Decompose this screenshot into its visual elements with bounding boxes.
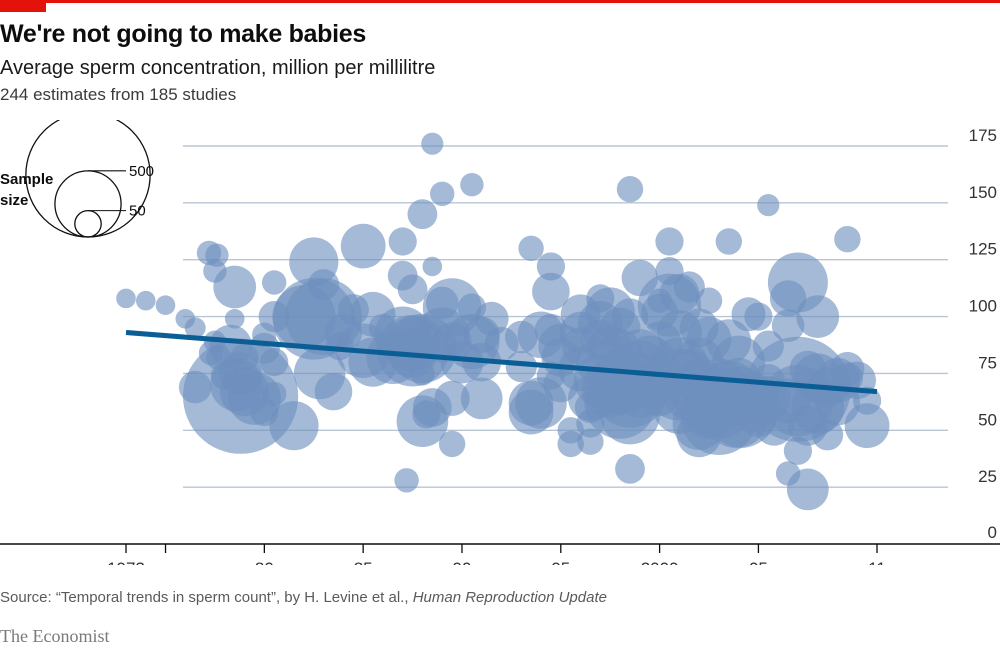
data-point-12 <box>213 265 257 309</box>
data-point-179 <box>796 295 840 338</box>
data-point-60 <box>421 132 444 155</box>
chart-title: We're not going to make babies <box>0 20 366 48</box>
trend-line <box>125 329 878 395</box>
x-tick-label-05: 05 <box>749 559 768 565</box>
data-point-4 <box>184 317 206 339</box>
legend-title-line2: size <box>0 192 28 209</box>
y-tick-label-50: 50 <box>978 410 997 429</box>
data-point-183 <box>812 419 844 451</box>
legend-label-2000: 2,000 <box>129 120 167 122</box>
legend-title-line1: Sample <box>0 171 53 188</box>
data-point-40 <box>340 223 386 269</box>
y-tick-label-175: 175 <box>969 126 997 145</box>
y-tick-label-75: 75 <box>978 353 997 372</box>
source-publication: Human Reproduction Update <box>412 589 607 606</box>
y-axis-labels: 0 25 50 75 100 125 150 175 <box>969 126 997 542</box>
data-point-23 <box>260 348 289 377</box>
y-tick-label-125: 125 <box>969 240 997 259</box>
data-point-122 <box>616 176 644 203</box>
data-point-161 <box>744 302 773 331</box>
data-point-47 <box>388 227 417 256</box>
source-note: Source: “Temporal trends in sperm count”… <box>0 589 607 606</box>
data-point-0 <box>116 288 136 309</box>
data-point-178 <box>786 468 829 511</box>
data-point-80 <box>518 235 544 261</box>
data-point-2 <box>155 295 176 315</box>
data-point-53 <box>407 199 438 230</box>
data-point-61 <box>422 256 443 277</box>
y-tick-label-100: 100 <box>969 297 997 316</box>
sample-size-legend: Sample size 2,000 500 50 <box>0 120 167 238</box>
data-point-36 <box>314 372 353 411</box>
brand-red-tab <box>0 0 46 12</box>
source-text: Source: “Temporal trends in sperm count”… <box>0 589 413 606</box>
data-point-34 <box>308 269 340 301</box>
legend-circle-500 <box>54 170 122 238</box>
chart-note: 244 estimates from 185 studies <box>0 85 237 104</box>
data-point-62 <box>430 181 455 206</box>
data-point-85 <box>532 272 570 311</box>
y-tick-label-25: 25 <box>978 467 997 486</box>
data-point-28 <box>262 270 287 295</box>
data-point-169 <box>771 309 805 342</box>
x-tick-label-95: 95 <box>551 559 570 565</box>
data-point-1 <box>136 290 156 311</box>
data-point-186 <box>834 226 861 253</box>
legend-label-500: 500 <box>129 163 154 180</box>
data-point-79 <box>505 351 537 383</box>
data-point-70 <box>460 173 484 197</box>
data-point-131 <box>655 227 684 256</box>
data-point-54 <box>394 468 419 493</box>
top-accent-line <box>0 0 1000 3</box>
data-point-123 <box>615 454 645 484</box>
legend-label-50: 50 <box>129 203 146 220</box>
data-point-68 <box>438 430 466 458</box>
data-point-101 <box>577 428 604 455</box>
publisher-logo: The Economist <box>0 626 110 646</box>
data-point-154 <box>715 228 742 255</box>
x-tick-label-1973: 1973 <box>107 559 145 565</box>
x-tick-label-2000: 2000 <box>641 559 679 565</box>
x-tick-label-90: 90 <box>453 559 472 565</box>
data-point-55 <box>397 274 428 305</box>
legend-circle-50 <box>74 209 102 238</box>
data-point-166 <box>757 194 780 217</box>
data-point-56 <box>410 361 435 386</box>
scatter-chart: 1973 80 85 90 95 2000 05 11 0 25 50 75 100 125 150 175… <box>0 120 1000 565</box>
data-point-191 <box>844 403 890 449</box>
data-point-148 <box>695 287 723 314</box>
trend-line-group <box>125 329 878 395</box>
chart-subtitle: Average sperm concentration, million per… <box>0 57 436 79</box>
data-points <box>116 132 890 511</box>
data-point-29 <box>269 401 319 451</box>
data-point-67 <box>434 380 470 416</box>
data-point-25 <box>262 381 287 407</box>
x-tick-label-85: 85 <box>354 559 373 565</box>
data-point-13 <box>224 309 245 329</box>
x-axis: 1973 80 85 90 95 2000 05 11 <box>0 543 1000 565</box>
y-tick-label-0: 0 <box>988 523 997 542</box>
data-point-86 <box>536 252 566 281</box>
data-point-140 <box>673 271 705 303</box>
data-point-75 <box>460 377 503 420</box>
y-tick-label-150: 150 <box>969 183 997 202</box>
x-tick-label-80: 80 <box>255 559 274 565</box>
x-tick-label-11: 11 <box>868 559 886 565</box>
